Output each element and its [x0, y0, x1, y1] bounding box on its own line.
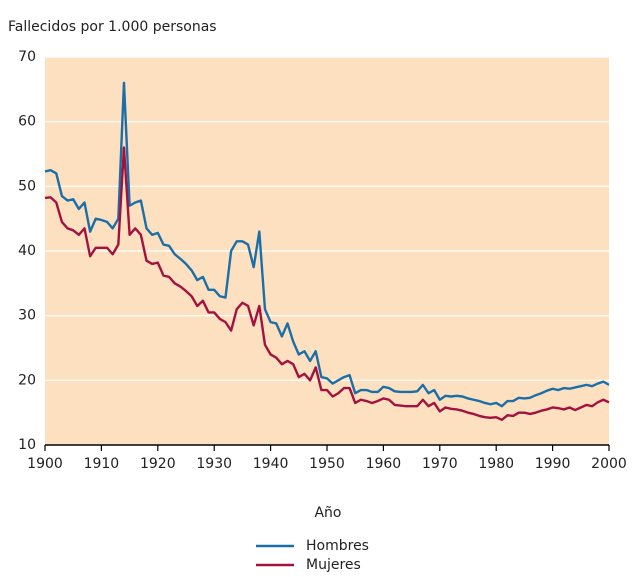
y-tick-label: 70	[18, 49, 36, 65]
y-tick-label: 20	[18, 372, 36, 388]
x-axis-label: Año	[314, 505, 341, 521]
chart-title: Fallecidos por 1.000 personas	[8, 19, 217, 35]
line-series	[44, 146, 610, 421]
x-tick-label: 1980	[478, 456, 514, 472]
y-tick-label: 60	[18, 114, 36, 130]
x-tick-label: 1920	[140, 456, 176, 472]
y-tick-label: 30	[18, 308, 36, 324]
y-tick-label: 50	[18, 178, 36, 194]
x-tick-label: 1960	[366, 456, 402, 472]
legend-label: Hombres	[306, 538, 369, 554]
x-tick-label: 1930	[196, 456, 232, 472]
x-tick-label: 1990	[535, 456, 571, 472]
x-tick-label: 1950	[309, 456, 345, 472]
x-tick-label: 1970	[422, 456, 458, 472]
x-tick-label: 2000	[591, 456, 627, 472]
y-tick-label: 40	[18, 243, 36, 259]
legend-label: Mujeres	[306, 557, 361, 573]
x-tick-label: 1900	[27, 456, 63, 472]
x-tick-label: 1940	[253, 456, 289, 472]
y-tick-label: 10	[18, 437, 36, 453]
x-tick-label: 1910	[84, 456, 120, 472]
line-series	[44, 81, 610, 408]
